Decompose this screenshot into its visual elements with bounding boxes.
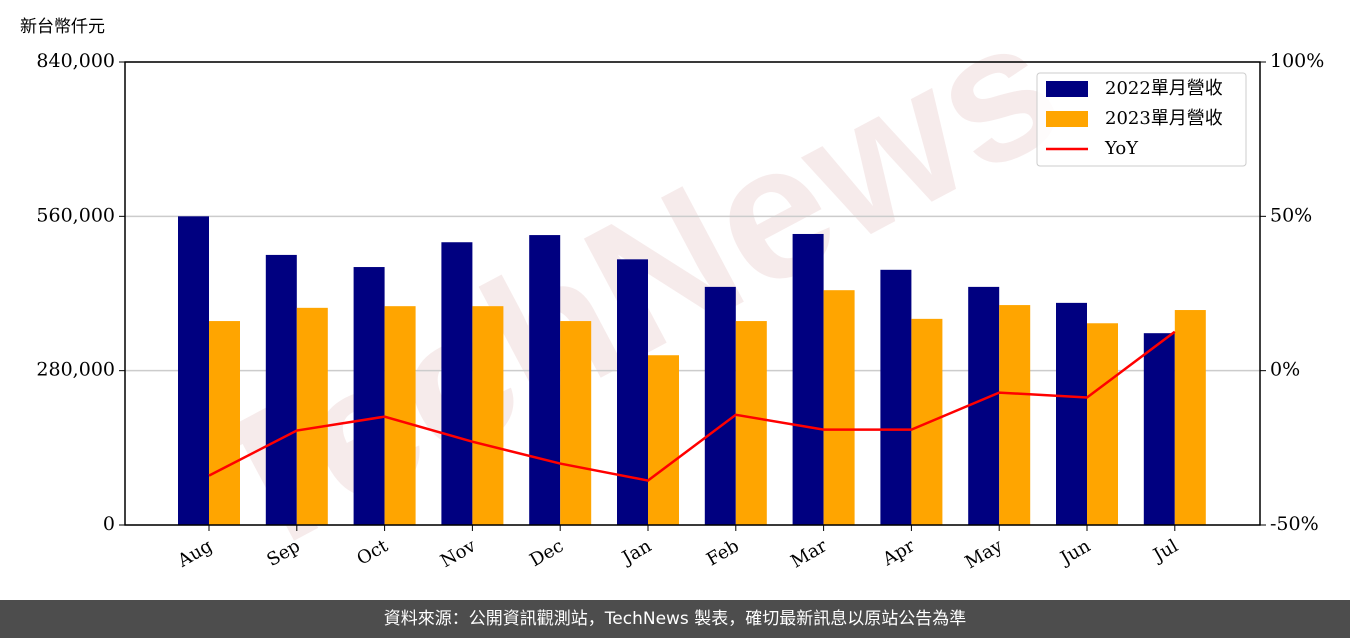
y2-tick-label: 50%: [1270, 204, 1312, 226]
x-tick-label: Dec: [526, 535, 567, 571]
bar: [209, 321, 240, 525]
bar: [441, 242, 473, 525]
x-tick-label: Aug: [173, 535, 216, 572]
x-tick-label: May: [962, 535, 1007, 573]
y-axis-label: 新台幣仟元: [20, 17, 105, 37]
legend-label: 2022單月營收: [1105, 78, 1223, 99]
bar: [472, 306, 504, 525]
bar: [880, 269, 912, 525]
line-series: [208, 330, 1176, 482]
y-tick-label: 560,000: [36, 204, 115, 226]
plot-frame: [124, 61, 1261, 526]
legend-swatch: [1046, 81, 1088, 97]
bar: [792, 233, 824, 525]
x-tick-label: Nov: [437, 535, 480, 572]
x-tick-label: Jun: [1055, 535, 1094, 570]
bar: [265, 254, 297, 525]
bar: [704, 286, 736, 525]
x-tick-label: Feb: [703, 535, 743, 570]
y-tick-label: 840,000: [36, 50, 115, 72]
x-tick-label: Mar: [787, 535, 831, 572]
bar: [968, 286, 1000, 525]
bar: [1087, 323, 1118, 525]
y-tick-label: 0: [103, 513, 115, 535]
bar: [648, 355, 679, 525]
legend-box: [1036, 72, 1247, 167]
x-tick-label: Jan: [617, 535, 655, 569]
bar: [1143, 333, 1175, 525]
legend-swatch: [1046, 111, 1088, 127]
bar: [1174, 310, 1206, 525]
bar: [735, 321, 767, 525]
bar: [296, 307, 328, 525]
x-tick-label: Jul: [1148, 535, 1182, 567]
legend-label: YoY: [1104, 138, 1139, 159]
bar: [999, 305, 1031, 525]
bar: [823, 290, 855, 525]
y2-tick-label: 100%: [1270, 50, 1324, 72]
footer-bar: [0, 600, 1350, 638]
y2-tick-label: -50%: [1270, 513, 1319, 535]
bar: [529, 235, 561, 526]
y-tick-label: 280,000: [36, 359, 115, 381]
x-tick-label: Apr: [878, 535, 918, 570]
source-note: 資料來源：公開資訊觀測站，TechNews 製表，確切最新訊息以原站公告為準: [384, 609, 966, 629]
bar: [384, 306, 416, 525]
bar: [178, 216, 209, 526]
bar: [1056, 302, 1087, 525]
y2-tick-label: 0%: [1270, 359, 1300, 381]
bar: [617, 259, 648, 525]
bar: [560, 321, 592, 525]
bar: [353, 267, 385, 525]
legend-label: 2023單月營收: [1105, 108, 1223, 129]
